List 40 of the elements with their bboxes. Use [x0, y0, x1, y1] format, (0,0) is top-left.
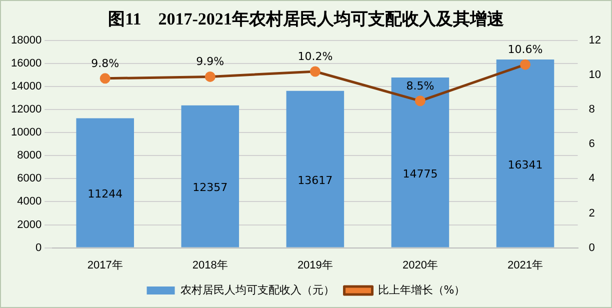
legend-label: 农村居民人均可支配收入（元）	[180, 283, 334, 296]
x-tick-label: 2020年	[402, 259, 438, 272]
y-tick-label: 12000	[10, 104, 42, 116]
data-label: 10.6%	[508, 42, 543, 56]
data-label: 12357	[192, 181, 228, 194]
y2-tick-label: 12	[588, 34, 602, 46]
data-label: 11244	[88, 188, 123, 201]
y-tick-label: 14000	[10, 80, 42, 93]
y-tick-label: 4000	[17, 196, 42, 208]
data-label: 8.5%	[406, 79, 434, 92]
bar	[181, 105, 240, 248]
y2-tick-label: 0	[588, 242, 595, 254]
y-tick-label: 2000	[17, 218, 42, 231]
bar	[391, 78, 450, 248]
y-tick-label: 6000	[17, 172, 42, 185]
x-tick-label: 2017年	[87, 259, 123, 272]
bar	[496, 60, 554, 248]
y-tick-label: 10000	[10, 126, 42, 139]
data-label: 9.8%	[91, 56, 120, 70]
data-label: 13617	[298, 174, 333, 187]
x-tick-label: 2019年	[297, 259, 333, 272]
y2-tick-label: 4	[588, 172, 595, 185]
data-label: 16341	[508, 158, 543, 172]
y-tick-label: 0	[35, 242, 42, 254]
chart-title: 图11 2017-2021年农村居民人均可支配收入及其增速	[108, 10, 504, 29]
y-tick-label: 16000	[10, 57, 42, 70]
data-label: 9.9%	[196, 55, 224, 68]
bar	[286, 90, 344, 248]
y2-tick-label: 2	[588, 207, 595, 220]
x-tick-label: 2018年	[192, 259, 228, 272]
y2-tick-label: 6	[588, 138, 595, 150]
data-label: 14775	[402, 167, 438, 180]
y2-tick-label: 10	[588, 69, 602, 81]
y-tick-label: 18000	[10, 34, 42, 46]
data-label: 10.2%	[298, 50, 333, 63]
y2-tick-label: 8	[588, 104, 595, 116]
y-tick-label: 8000	[17, 150, 42, 162]
legend-label: 比上年增长（%）	[378, 283, 466, 296]
x-tick-label: 2021年	[508, 259, 543, 272]
bar	[76, 118, 134, 248]
